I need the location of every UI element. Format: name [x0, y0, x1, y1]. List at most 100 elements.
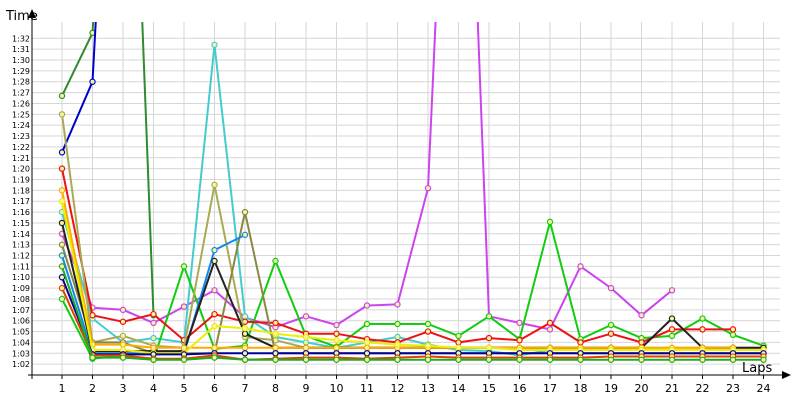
- data-point: [729, 331, 737, 339]
- y-tick-label: 1:08: [12, 295, 30, 304]
- data-point: [58, 241, 66, 248]
- y-tick-label: 1:24: [12, 121, 30, 130]
- x-tick-label: 20: [635, 382, 649, 395]
- x-tick-label: 4: [150, 382, 157, 395]
- data-point: [58, 263, 66, 270]
- data-point: [333, 356, 340, 363]
- data-point: [241, 231, 249, 239]
- data-point: [485, 334, 493, 342]
- data-point: [363, 320, 371, 328]
- data-point: [363, 356, 371, 363]
- x-tick-label: 10: [330, 382, 344, 395]
- data-point: [546, 326, 554, 333]
- data-point: [180, 303, 188, 310]
- data-point: [119, 354, 127, 361]
- data-point: [516, 319, 523, 327]
- y-tick-label: 1:20: [12, 165, 30, 174]
- data-point: [89, 312, 96, 319]
- data-point: [58, 284, 66, 292]
- x-tick-label: 3: [120, 382, 127, 395]
- y-tick-label: 1:15: [12, 219, 30, 228]
- data-point: [211, 181, 218, 189]
- data-point: [394, 333, 401, 341]
- data-point: [699, 326, 706, 333]
- data-point: [241, 356, 249, 363]
- data-point: [607, 356, 615, 363]
- x-tick-label: 15: [482, 382, 496, 395]
- series-15: [58, 263, 767, 363]
- data-point: [516, 337, 523, 344]
- x-tick-label: 18: [574, 382, 588, 395]
- y-tick-label: 1:05: [12, 328, 30, 337]
- data-point: [58, 149, 66, 156]
- data-point: [577, 263, 584, 270]
- data-point: [211, 344, 218, 352]
- data-point: [58, 295, 66, 303]
- data-point: [607, 284, 615, 292]
- data-point: [272, 344, 279, 352]
- series-line: [61, 287, 764, 361]
- data-point: [241, 344, 249, 352]
- data-point: [424, 184, 432, 192]
- data-point: [394, 320, 401, 328]
- data-point: [455, 344, 462, 352]
- x-tick-label: 8: [272, 382, 279, 395]
- data-point: [516, 356, 523, 363]
- data-point: [302, 313, 310, 320]
- data-point: [58, 252, 66, 259]
- data-point: [485, 356, 493, 363]
- x-axis-arrow: [782, 371, 791, 379]
- data-point: [577, 339, 584, 346]
- data-point: [119, 341, 127, 348]
- data-point: [180, 263, 188, 270]
- data-point: [729, 356, 737, 363]
- series-3: [58, 22, 676, 333]
- data-point: [668, 287, 676, 294]
- data-point: [668, 356, 676, 363]
- series-2: [58, 22, 97, 156]
- data-point: [211, 246, 218, 254]
- data-point: [272, 356, 279, 363]
- x-tick-label: 23: [726, 382, 740, 395]
- data-point: [455, 339, 462, 346]
- data-point: [241, 313, 249, 320]
- y-axis-label: Time: [5, 9, 38, 24]
- x-tick-label: 5: [181, 382, 188, 395]
- x-tick-label: 11: [360, 382, 374, 395]
- data-point: [729, 326, 737, 333]
- series-line: [61, 114, 764, 349]
- series-line: [61, 276, 764, 356]
- y-tick-label: 1:19: [12, 175, 30, 184]
- x-tick-label: 12: [391, 382, 405, 395]
- y-tick-label: 1:07: [12, 306, 30, 315]
- data-point: [363, 339, 371, 346]
- data-point: [211, 257, 218, 265]
- data-point: [211, 41, 218, 49]
- data-point: [211, 322, 218, 330]
- y-tick-label: 1:12: [12, 252, 30, 261]
- data-point: [363, 344, 371, 352]
- data-point: [607, 330, 615, 337]
- y-tick-label: 1:29: [12, 67, 30, 76]
- y-tick-label: 1:16: [12, 208, 30, 217]
- y-tick-label: 1:06: [12, 317, 30, 326]
- data-point: [241, 330, 249, 337]
- data-point: [699, 315, 706, 322]
- data-point: [333, 330, 340, 337]
- data-point: [272, 350, 279, 357]
- data-point: [424, 342, 432, 349]
- data-point: [58, 274, 66, 281]
- y-tick-label: 1:22: [12, 143, 30, 152]
- data-point: [272, 330, 279, 337]
- x-tick-label: 13: [421, 382, 435, 395]
- y-tick-label: 1:10: [12, 273, 30, 282]
- y-tick-label: 1:30: [12, 56, 30, 65]
- data-point: [150, 344, 157, 352]
- data-point: [485, 313, 493, 320]
- y-tick-label: 1:31: [12, 45, 30, 54]
- data-point: [150, 334, 157, 342]
- x-tick-label: 14: [452, 382, 466, 395]
- data-point: [424, 356, 432, 363]
- y-axis-arrow: [28, 9, 36, 18]
- axes: [28, 9, 791, 379]
